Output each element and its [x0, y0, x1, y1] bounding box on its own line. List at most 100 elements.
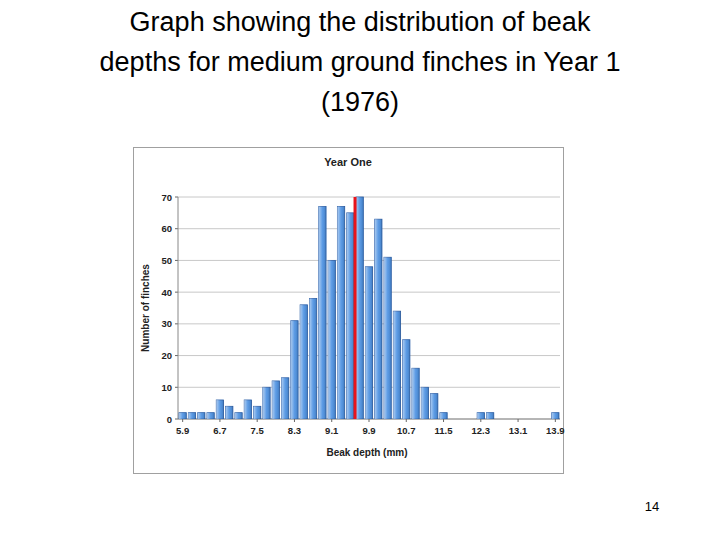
bar-shade — [179, 413, 186, 419]
bar — [254, 406, 261, 419]
bar — [291, 321, 298, 419]
bar-shade — [207, 413, 214, 419]
grid-line — [178, 228, 560, 229]
bar-shade — [431, 394, 438, 419]
bar — [533, 419, 540, 420]
bar-shade — [309, 298, 316, 419]
y-axis — [178, 197, 179, 419]
bar — [281, 378, 288, 419]
x-tick — [518, 419, 519, 422]
bar — [356, 197, 363, 419]
x-tick-label: 9.9 — [362, 425, 375, 436]
x-tick — [257, 419, 258, 422]
chart-title: Year One — [324, 156, 372, 168]
x-axis-label: Beak depth (mm) — [326, 447, 407, 458]
x-tick-label: 13.9 — [546, 425, 565, 436]
bar — [496, 419, 503, 420]
bar — [309, 298, 316, 419]
bar — [263, 387, 270, 419]
x-tick — [406, 419, 407, 422]
slide-title: Graph showing the distribution of beak — [130, 7, 591, 37]
bar-shade — [412, 368, 419, 419]
bar — [179, 413, 186, 419]
bar — [486, 413, 493, 419]
bar-shade — [188, 413, 195, 419]
bar — [505, 419, 512, 420]
bar — [207, 413, 214, 419]
bar — [477, 413, 484, 419]
y-tick-label: 30 — [161, 318, 172, 329]
bar-shade — [254, 406, 261, 419]
page-number: 14 — [645, 499, 659, 514]
x-tick-label: 11.5 — [435, 425, 454, 436]
bar-shade — [263, 387, 270, 419]
bar — [459, 419, 466, 420]
bar — [524, 419, 531, 420]
bar — [198, 413, 205, 419]
bar — [226, 406, 233, 419]
bar — [449, 419, 456, 420]
bar-shade — [356, 197, 363, 419]
x-tick — [443, 419, 444, 422]
x-tick-label: 12.3 — [472, 425, 491, 436]
bar — [403, 340, 410, 419]
y-tick-label: 60 — [161, 223, 172, 234]
x-tick-label: 5.9 — [176, 425, 189, 436]
bar — [412, 368, 419, 419]
bar-shade — [216, 400, 223, 419]
bar — [235, 413, 242, 419]
bar — [384, 257, 391, 419]
bar-shade — [403, 340, 410, 419]
bar-shade — [226, 406, 233, 419]
y-tick-label: 0 — [167, 414, 172, 425]
bar — [337, 207, 344, 419]
slide-title: (1976) — [321, 87, 399, 117]
grid-line — [178, 197, 560, 198]
x-tick-label: 8.3 — [288, 425, 301, 436]
bar-shade — [347, 213, 354, 419]
bar — [244, 400, 251, 419]
y-tick-label: 50 — [161, 255, 172, 266]
x-tick-label: 6.7 — [213, 425, 226, 436]
bar-shade — [198, 413, 205, 419]
bar-shade — [393, 311, 400, 419]
bar-shade — [486, 413, 493, 419]
bar-shade — [281, 378, 288, 419]
bar-shade — [375, 219, 382, 419]
y-tick-label: 70 — [161, 192, 172, 203]
x-tick-label: 13.1 — [509, 425, 528, 436]
bar — [514, 419, 521, 420]
y-tick-label: 20 — [161, 350, 172, 361]
bar — [272, 381, 279, 419]
bars — [179, 197, 559, 419]
x-tick — [480, 419, 481, 422]
bar — [393, 311, 400, 419]
bar — [365, 267, 372, 419]
bar-shade — [337, 207, 344, 419]
x-tick — [331, 419, 332, 422]
bar-shade — [440, 413, 447, 419]
bar-shade — [421, 387, 428, 419]
bar-shade — [291, 321, 298, 419]
x-tick-label: 7.5 — [251, 425, 265, 436]
bar-shade — [272, 381, 279, 419]
x-tick — [555, 419, 556, 422]
bar — [216, 400, 223, 419]
x-tick — [219, 419, 220, 422]
slide: Graph showing the distribution of beakde… — [0, 0, 720, 540]
mean-line — [354, 197, 357, 419]
bar — [319, 207, 326, 419]
bar — [375, 219, 382, 419]
y-axis-label: Number of finches — [140, 264, 151, 352]
bar — [328, 260, 335, 419]
x-tick-label: 10.7 — [397, 425, 416, 436]
bar — [347, 213, 354, 419]
x-tick — [182, 419, 183, 422]
bar — [421, 387, 428, 419]
bar-shade — [384, 257, 391, 419]
y-tick-label: 40 — [161, 287, 172, 298]
chart-frame — [134, 148, 564, 474]
bar — [468, 419, 475, 420]
bar-shade — [328, 260, 335, 419]
bar — [440, 413, 447, 419]
